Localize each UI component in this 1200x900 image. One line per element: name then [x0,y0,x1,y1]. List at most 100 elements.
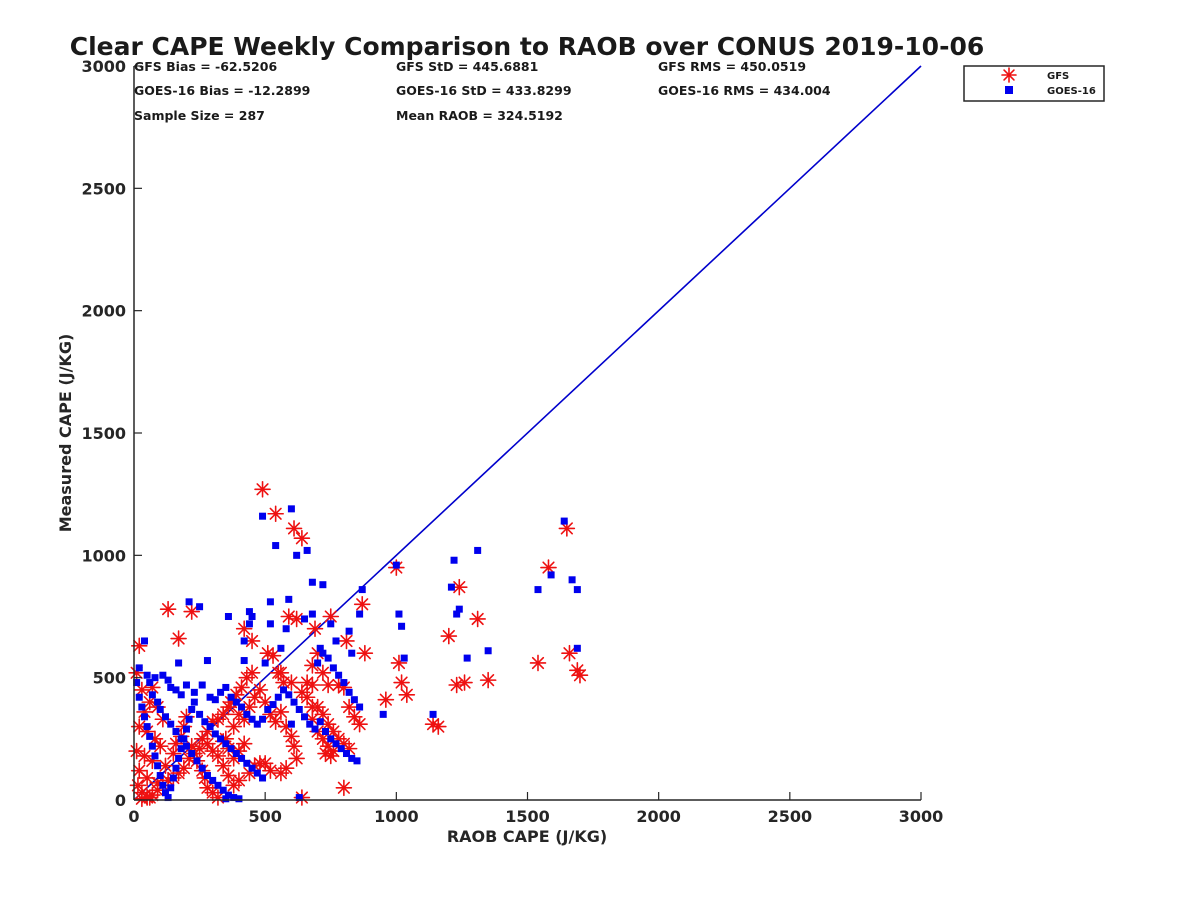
gfs-point [225,718,242,735]
gfs-point [251,754,269,772]
goes16-point [172,727,180,735]
goes16-point [398,622,406,630]
goes16-point [280,686,288,694]
goes16-point [277,644,285,652]
goes16-point [337,745,345,753]
x-tick-label: 3000 [899,807,944,826]
stat-gfs-bias: GFS Bias = -62.5206 [134,59,277,74]
stat-mean-raob: Mean RAOB = 324.5192 [396,108,563,123]
goes16-point [450,556,458,564]
goes16-point [235,795,243,803]
stats-block: GFS Bias = -62.5206 GFS StD = 445.6881 G… [134,59,831,123]
goes16-point [190,688,198,696]
goes16-point [156,705,164,713]
gfs-point [199,735,216,753]
plot-area [128,65,922,808]
goes16-point [259,512,267,520]
goes16-point [211,696,219,704]
goes16-point [222,740,230,748]
goes16-point [224,791,232,799]
goes16-point [167,720,175,728]
goes16-point [135,693,143,701]
x-tick-label: 500 [248,807,281,826]
gfs-point [398,686,416,704]
goes16-point [266,620,274,628]
goes16-point [332,637,340,645]
x-tick-label: 2000 [636,807,681,826]
y-tick-label: 3000 [81,57,126,76]
goes16-point [290,698,298,706]
goes16-point [395,610,403,618]
goes16-point [185,715,193,723]
goes16-point [201,718,209,726]
goes16-point [463,654,471,662]
chart-title: Clear CAPE Weekly Comparison to RAOB ove… [70,32,985,61]
legend-gfs-asterisk [1001,67,1017,83]
gfs-point [272,664,290,682]
legend-gfs-label: GFS [1047,71,1069,82]
gfs-point [340,698,358,716]
goes16-point [474,546,482,554]
gfs-point [456,674,473,691]
goes16-point [248,613,256,620]
goes16-point [217,735,225,743]
goes16-point [324,654,332,662]
goes16-point [238,703,246,711]
gfs-point [277,759,295,777]
goes16-point [196,603,204,611]
gfs-point [293,684,311,701]
goes16-point [217,688,225,696]
goes16-point [301,615,309,623]
gfs-point [267,713,284,731]
goes16-point [547,571,555,579]
y-axis-ticks: 0 500 1000 1500 2000 2500 3000 [81,57,142,810]
gfs-point [430,718,447,735]
goes16-point [301,713,309,721]
goes16-point [253,769,261,777]
gfs-point [558,520,576,537]
goes16-point [560,517,568,525]
goes16-point [188,705,196,713]
gfs-point [351,715,368,733]
goes16-point [214,781,222,789]
goes16-point [172,764,180,772]
gfs-point [469,610,486,628]
gfs-point [283,728,300,745]
goes16-point [447,583,455,591]
goes16-point [146,679,154,687]
legend-box [963,65,1105,102]
legend-gfs-asterisk-icon [1001,67,1017,83]
goes16-point [350,696,358,704]
stat-goes-std: GOES-16 StD = 433.8299 [396,83,572,98]
goes16-point [159,781,167,789]
goes16-point [243,759,251,767]
goes16-point [222,795,230,803]
goes16-point [227,745,235,753]
goes16-point [198,764,206,772]
gfs-point [298,674,316,691]
goes16-point [429,710,437,718]
goes16-point [182,742,190,750]
goes16-point [227,693,235,701]
goes16-point [211,730,219,738]
gfs-point [304,698,321,716]
goes16-point [269,701,277,709]
goes16-point [356,703,364,711]
goes16-point [196,710,204,718]
goes16-point [308,578,316,586]
stat-goes-rms: GOES-16 RMS = 434.004 [658,83,831,98]
goes16-point [253,720,261,728]
goes16-point [232,750,240,758]
gfs-point [130,762,148,779]
gfs-point [293,529,311,547]
goes16-point [568,576,576,584]
gfs-point [183,603,201,620]
gfs-point [272,703,290,721]
goes16-point [392,561,400,569]
goes16-point [248,764,256,772]
goes16-point [303,546,311,554]
goes16-point [188,750,196,758]
gfs-point [377,691,395,708]
legend: GFS GOES-16 [963,65,1105,102]
